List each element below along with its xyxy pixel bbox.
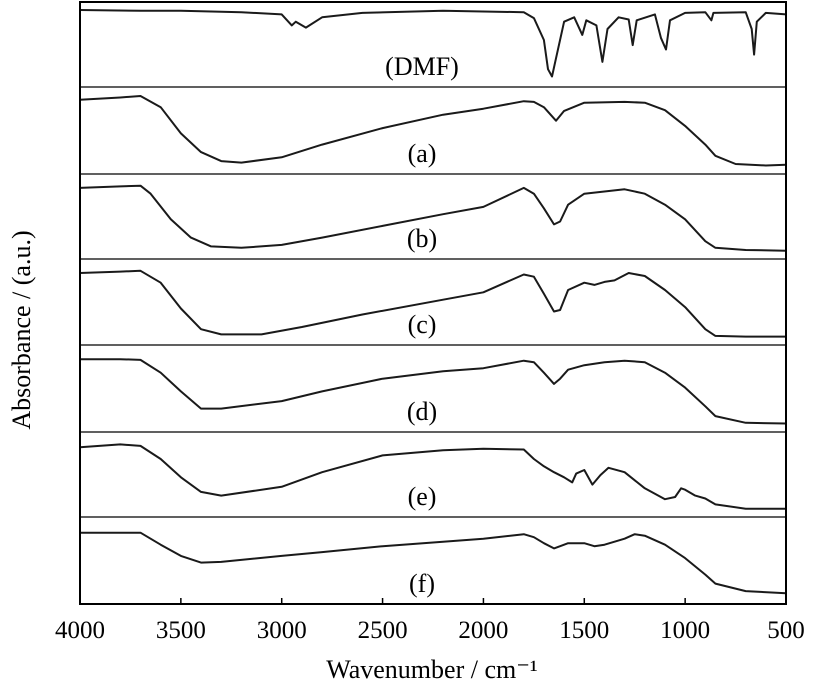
series-label: (DMF)	[385, 52, 459, 81]
x-tick-label: 3000	[257, 617, 307, 644]
series-label: (f)	[409, 569, 435, 598]
y-axis-label: Absorbance / (a.u.)	[7, 230, 36, 429]
x-axis-ticks: 4000 3500 3000 2500 2000 1500 1000 500	[55, 598, 805, 644]
spectrum-line	[80, 531, 787, 595]
x-tick-label: 2000	[458, 617, 508, 644]
x-tick-label: 1500	[559, 617, 609, 644]
spectrum-panel: (b)	[79, 184, 787, 253]
spectrum-panel: (a)	[79, 95, 787, 168]
series-label: (e)	[408, 482, 437, 511]
spectrum-panel: (c)	[79, 269, 786, 339]
series-label: (c)	[408, 310, 437, 339]
x-tick-label: 4000	[55, 617, 105, 644]
series-label: (a)	[408, 139, 437, 168]
series-label: (b)	[407, 224, 437, 253]
spectrum-panel: (e)	[79, 443, 786, 511]
spectrum-panel: (DMF)	[79, 9, 787, 81]
spectrum-line	[79, 184, 787, 252]
x-tick-label: 1000	[660, 617, 710, 644]
spectrum-panel: (f)	[80, 531, 787, 598]
x-tick-label: 3500	[156, 617, 206, 644]
spectrum-line	[79, 95, 787, 167]
x-tick-label: 500	[767, 617, 805, 644]
spectrum-line	[79, 9, 787, 78]
x-tick-label: 2500	[358, 617, 408, 644]
spectrum-line	[80, 358, 787, 425]
plot-border	[79, 1, 787, 605]
spectrum-panel: (d)	[80, 358, 787, 426]
x-axis-label: Wavenumber / cm⁻¹	[326, 655, 537, 684]
spectrum-line	[79, 269, 786, 338]
series-label: (d)	[407, 397, 437, 426]
spectrum-line	[79, 443, 786, 510]
spectra-panels: (DMF) (a) (b) (c) (d) (e) (f)	[79, 9, 787, 598]
plot-frame	[79, 1, 787, 605]
